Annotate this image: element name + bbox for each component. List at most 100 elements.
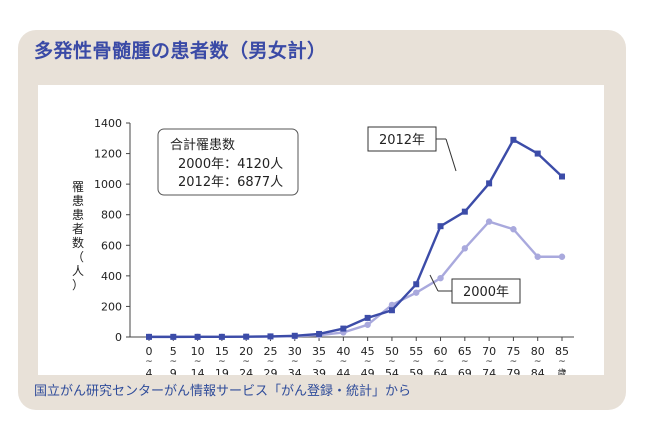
y-tick-label: 1400 bbox=[94, 117, 122, 130]
x-tick-label-sep: ~ bbox=[364, 357, 372, 367]
series-line-2012 bbox=[149, 138, 563, 339]
summary-line: 2000年：4120人 bbox=[178, 157, 283, 172]
x-tick-label-sep: ~ bbox=[194, 357, 202, 367]
data-point-2012 bbox=[340, 325, 347, 332]
x-tick-label-sep: ~ bbox=[315, 357, 323, 367]
x-tick-label-bottom: 34 bbox=[288, 367, 302, 375]
x-tick-label-sep: ~ bbox=[461, 357, 469, 367]
x-tick-label-top: 55 bbox=[409, 345, 423, 358]
x-tick-label-sep: ~ bbox=[267, 357, 275, 367]
data-point-2012 bbox=[291, 332, 298, 339]
x-tick-label-bottom: 4 bbox=[146, 367, 153, 375]
x-tick-label-top: 60 bbox=[434, 345, 448, 358]
x-tick-label-bottom: 79 bbox=[506, 367, 520, 375]
y-axis-label-char: 患 bbox=[72, 208, 84, 222]
y-tick-label: 600 bbox=[101, 239, 122, 252]
y-tick-label: 0 bbox=[115, 331, 122, 344]
x-tick-label-top: 50 bbox=[385, 345, 399, 358]
x-tick-label-sep: ~ bbox=[437, 357, 445, 367]
x-tick-label-bottom: 69 bbox=[458, 367, 472, 375]
data-point-2000 bbox=[388, 301, 396, 309]
x-tick-label-sep: ~ bbox=[485, 357, 493, 367]
y-tick-label: 400 bbox=[101, 270, 122, 283]
x-tick-label-top: 70 bbox=[482, 345, 496, 358]
data-point-2000 bbox=[364, 321, 371, 328]
x-tick-label-bottom: 44 bbox=[336, 367, 350, 375]
x-tick-label-bottom: 84 bbox=[531, 367, 545, 375]
legend-box-2000 bbox=[451, 278, 521, 304]
data-point-2012 bbox=[243, 333, 250, 340]
summary-title: 合計罹患数 bbox=[170, 137, 235, 153]
data-point-2000 bbox=[558, 253, 566, 260]
plot-area: 0 200 400 600 800 1000 1200 1400 罹患患者数（人） 0 ~4 5 ~9 1… bbox=[38, 85, 604, 399]
line-chart: 0200400600800100012001400罹患患者数（人）0~45~91… bbox=[72, 117, 574, 399]
x-tick-label-bottom: 歳 bbox=[557, 367, 566, 375]
y-axis-label-char: 罹 bbox=[72, 180, 84, 194]
data-point-2012 bbox=[461, 208, 468, 215]
source-note: 国立がん研究センターがん情報サービス「がん登録・統計」から bbox=[34, 384, 412, 399]
y-tick-label: 200 bbox=[101, 300, 122, 313]
x-tick-label-sep: ~ bbox=[558, 357, 566, 367]
data-point-2012 bbox=[146, 333, 152, 340]
y-axis-label-char: ） bbox=[72, 278, 84, 292]
x-tick-label-bottom: 24 bbox=[239, 367, 253, 375]
x-tick-label-bottom: 49 bbox=[361, 367, 375, 375]
x-tick-label-sep: ~ bbox=[340, 357, 348, 367]
summary-line: 2012年：6877人 bbox=[178, 175, 283, 190]
x-tick-label-bottom: 19 bbox=[215, 367, 229, 375]
y-tick-label: 1200 bbox=[94, 148, 122, 161]
summary-box bbox=[157, 128, 299, 196]
x-tick-label-top: 20 bbox=[239, 345, 253, 358]
y-tick-label: 1000 bbox=[94, 178, 122, 191]
x-tick-label-top: 35 bbox=[312, 345, 326, 358]
y-axis-label: 罹患患者数（人） bbox=[72, 180, 84, 292]
data-point-2012 bbox=[437, 223, 444, 230]
legend-box-2012 bbox=[367, 126, 437, 152]
x-tick-label-bottom: 29 bbox=[263, 367, 277, 375]
legend-label-2000: 2000年 bbox=[463, 285, 509, 300]
data-point-2012 bbox=[534, 150, 541, 157]
x-tick-label-sep: ~ bbox=[534, 357, 542, 367]
y-axis-label-char: 数 bbox=[72, 235, 84, 250]
x-tick-label-sep: ~ bbox=[388, 357, 396, 367]
x-tick-label-sep: ~ bbox=[412, 357, 420, 367]
x-tick-label-top: 75 bbox=[506, 345, 520, 358]
y-axis-label-char: （ bbox=[72, 250, 84, 264]
x-tick-label-top: 30 bbox=[288, 345, 302, 358]
data-point-2000 bbox=[461, 245, 469, 252]
data-point-2012 bbox=[486, 180, 493, 187]
x-tick-label-bottom: 39 bbox=[312, 367, 326, 375]
data-point-2000 bbox=[534, 253, 541, 260]
data-point-2012 bbox=[170, 333, 177, 340]
data-point-2000 bbox=[437, 274, 444, 282]
legend-leader-2012 bbox=[445, 138, 457, 172]
data-point-2012 bbox=[388, 307, 395, 314]
data-point-2012 bbox=[316, 330, 323, 337]
data-point-2012 bbox=[559, 173, 565, 180]
data-point-2000 bbox=[413, 289, 420, 296]
x-tick-label-sep: ~ bbox=[145, 357, 153, 367]
chart-panel: 多発性骨髄腫の患者数（男女計） 0 200 400 600 800 1000 1200 140… bbox=[18, 30, 626, 410]
legend-leader-2000 bbox=[429, 274, 439, 292]
legend-label-2012: 2012年 bbox=[379, 133, 425, 148]
data-point-2012 bbox=[267, 333, 274, 340]
x-tick-label-top: 25 bbox=[263, 345, 277, 358]
x-tick-label-sep: ~ bbox=[242, 357, 250, 367]
x-tick-label-sep: ~ bbox=[510, 357, 518, 367]
x-tick-label-top: 85 bbox=[555, 345, 569, 358]
y-axis-label-char: 患 bbox=[72, 194, 84, 208]
x-tick-label-top: 0 bbox=[146, 345, 153, 358]
x-tick-label-bottom: 74 bbox=[482, 367, 496, 375]
data-point-2000 bbox=[510, 226, 517, 233]
x-tick-label-top: 10 bbox=[191, 345, 205, 358]
y-axis-label-char: 者 bbox=[72, 222, 84, 236]
x-tick-label-top: 65 bbox=[458, 345, 472, 358]
y-axis-label-char: 人 bbox=[72, 264, 84, 278]
data-point-2000 bbox=[485, 218, 493, 225]
y-tick-label: 800 bbox=[101, 209, 122, 222]
chart-title: 多発性骨髄腫の患者数（男女計） bbox=[34, 40, 327, 62]
x-tick-label-top: 40 bbox=[336, 345, 350, 358]
x-tick-label-top: 45 bbox=[361, 345, 375, 358]
data-point-2012 bbox=[510, 136, 517, 143]
data-point-2012 bbox=[218, 333, 225, 340]
